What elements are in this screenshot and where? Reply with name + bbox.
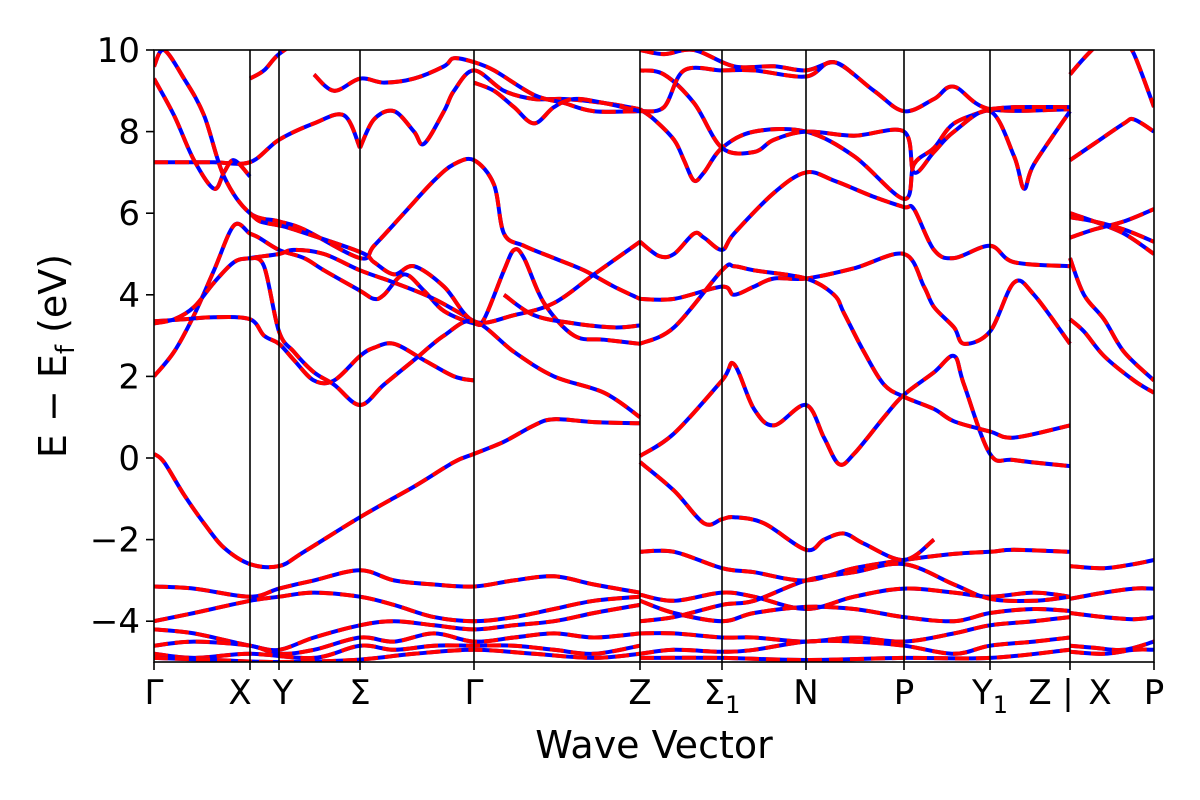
band-line-dft	[1129, 50, 1154, 108]
y-axis-label-subscript: f	[51, 344, 81, 354]
band-line-wannier	[638, 107, 991, 201]
y-tick-label: 2	[118, 357, 140, 397]
band-line-wannier	[1068, 50, 1095, 76]
x-tick-label: Z	[1028, 673, 1051, 713]
x-tick-label: Σ	[349, 673, 370, 713]
x-tick-label: X	[1088, 673, 1111, 713]
x-axis-label: Wave Vector	[535, 723, 773, 767]
x-tick-label: N	[793, 673, 818, 713]
y-tick-label: 0	[118, 439, 140, 479]
band-line-wannier	[473, 80, 641, 126]
x-tick-label: Σ1	[704, 673, 741, 719]
y-tick-label: −4	[90, 602, 140, 642]
band-line-wannier	[1069, 211, 1154, 256]
band-line-wannier	[154, 643, 641, 661]
y-tick-label: 4	[118, 276, 140, 316]
band-line-wannier	[638, 170, 1071, 269]
band-line-wannier	[639, 635, 1071, 656]
x-tick-label: P	[1144, 673, 1165, 713]
band-line-wannier	[154, 221, 641, 378]
y-tick-label: 6	[118, 194, 140, 234]
band-line-wannier	[358, 68, 641, 149]
y-axis-label: E − Ef (eV)	[31, 254, 81, 458]
x-tick-label: |	[1062, 673, 1073, 713]
band-line-wannier	[248, 211, 642, 325]
band-line-wannier	[154, 112, 362, 166]
y-axis: −4 −2 0 2 4 6 8 10	[90, 31, 154, 642]
band-line-wannier	[1069, 586, 1154, 601]
band-line-wannier	[639, 598, 1071, 624]
x-tick-label: P	[894, 673, 915, 713]
band-line-wannier	[638, 353, 1071, 469]
band-line-wannier	[249, 256, 642, 419]
band-line-wannier	[638, 460, 936, 562]
x-tick-label: Γ	[145, 673, 164, 713]
x-axis: Γ X Y Σ Γ Z Σ1 N P Y1 Z | X P	[145, 662, 1165, 719]
band-line-wannier	[248, 50, 289, 81]
x-tick-label: Z	[628, 673, 651, 713]
band-line-wannier	[1069, 611, 1154, 622]
y-axis-label-unit: (eV)	[31, 254, 75, 333]
y-tick-label: −2	[90, 521, 140, 561]
plot-frame	[153, 49, 1155, 663]
high-symmetry-lines	[249, 50, 1071, 662]
band-line-wannier	[1069, 207, 1154, 240]
band-line-wannier	[639, 50, 856, 77]
band-line-wannier	[989, 104, 1071, 112]
band-line-wannier	[639, 561, 1071, 624]
plot-area	[154, 50, 1154, 662]
band-line-wannier	[1069, 639, 1154, 653]
band-line-wannier	[639, 547, 1071, 583]
band-line-wannier	[639, 615, 1071, 644]
x-tick-label: Y1	[971, 673, 1008, 719]
band-line-wannier	[1068, 116, 1154, 162]
x-tick-label: Y	[272, 673, 294, 713]
x-tick-label: X	[228, 673, 251, 713]
x-tick-label: Γ	[465, 673, 484, 713]
y-tick-label: 10	[97, 31, 140, 71]
band-line-wannier	[154, 417, 641, 570]
band-line-wannier	[639, 262, 1071, 440]
band-line-wannier	[1069, 558, 1154, 571]
band-line-wannier	[1069, 647, 1154, 656]
band-line-wannier	[639, 68, 1072, 191]
band-line-wannier	[154, 77, 252, 191]
band-line-wannier	[154, 647, 641, 662]
band-line-wannier	[1069, 215, 1154, 244]
y-tick-label: 8	[118, 113, 140, 153]
band-line-wannier	[502, 293, 641, 330]
band-line-wannier	[154, 315, 475, 386]
band-line-wannier	[639, 586, 1071, 611]
y-axis-label-main: E − E	[31, 354, 75, 458]
band-line-wannier	[154, 590, 641, 624]
band-line-wannier	[1068, 257, 1154, 382]
band-line-wannier	[1068, 317, 1154, 395]
band-line-wannier	[154, 50, 641, 301]
band-line-wannier	[639, 647, 1071, 662]
